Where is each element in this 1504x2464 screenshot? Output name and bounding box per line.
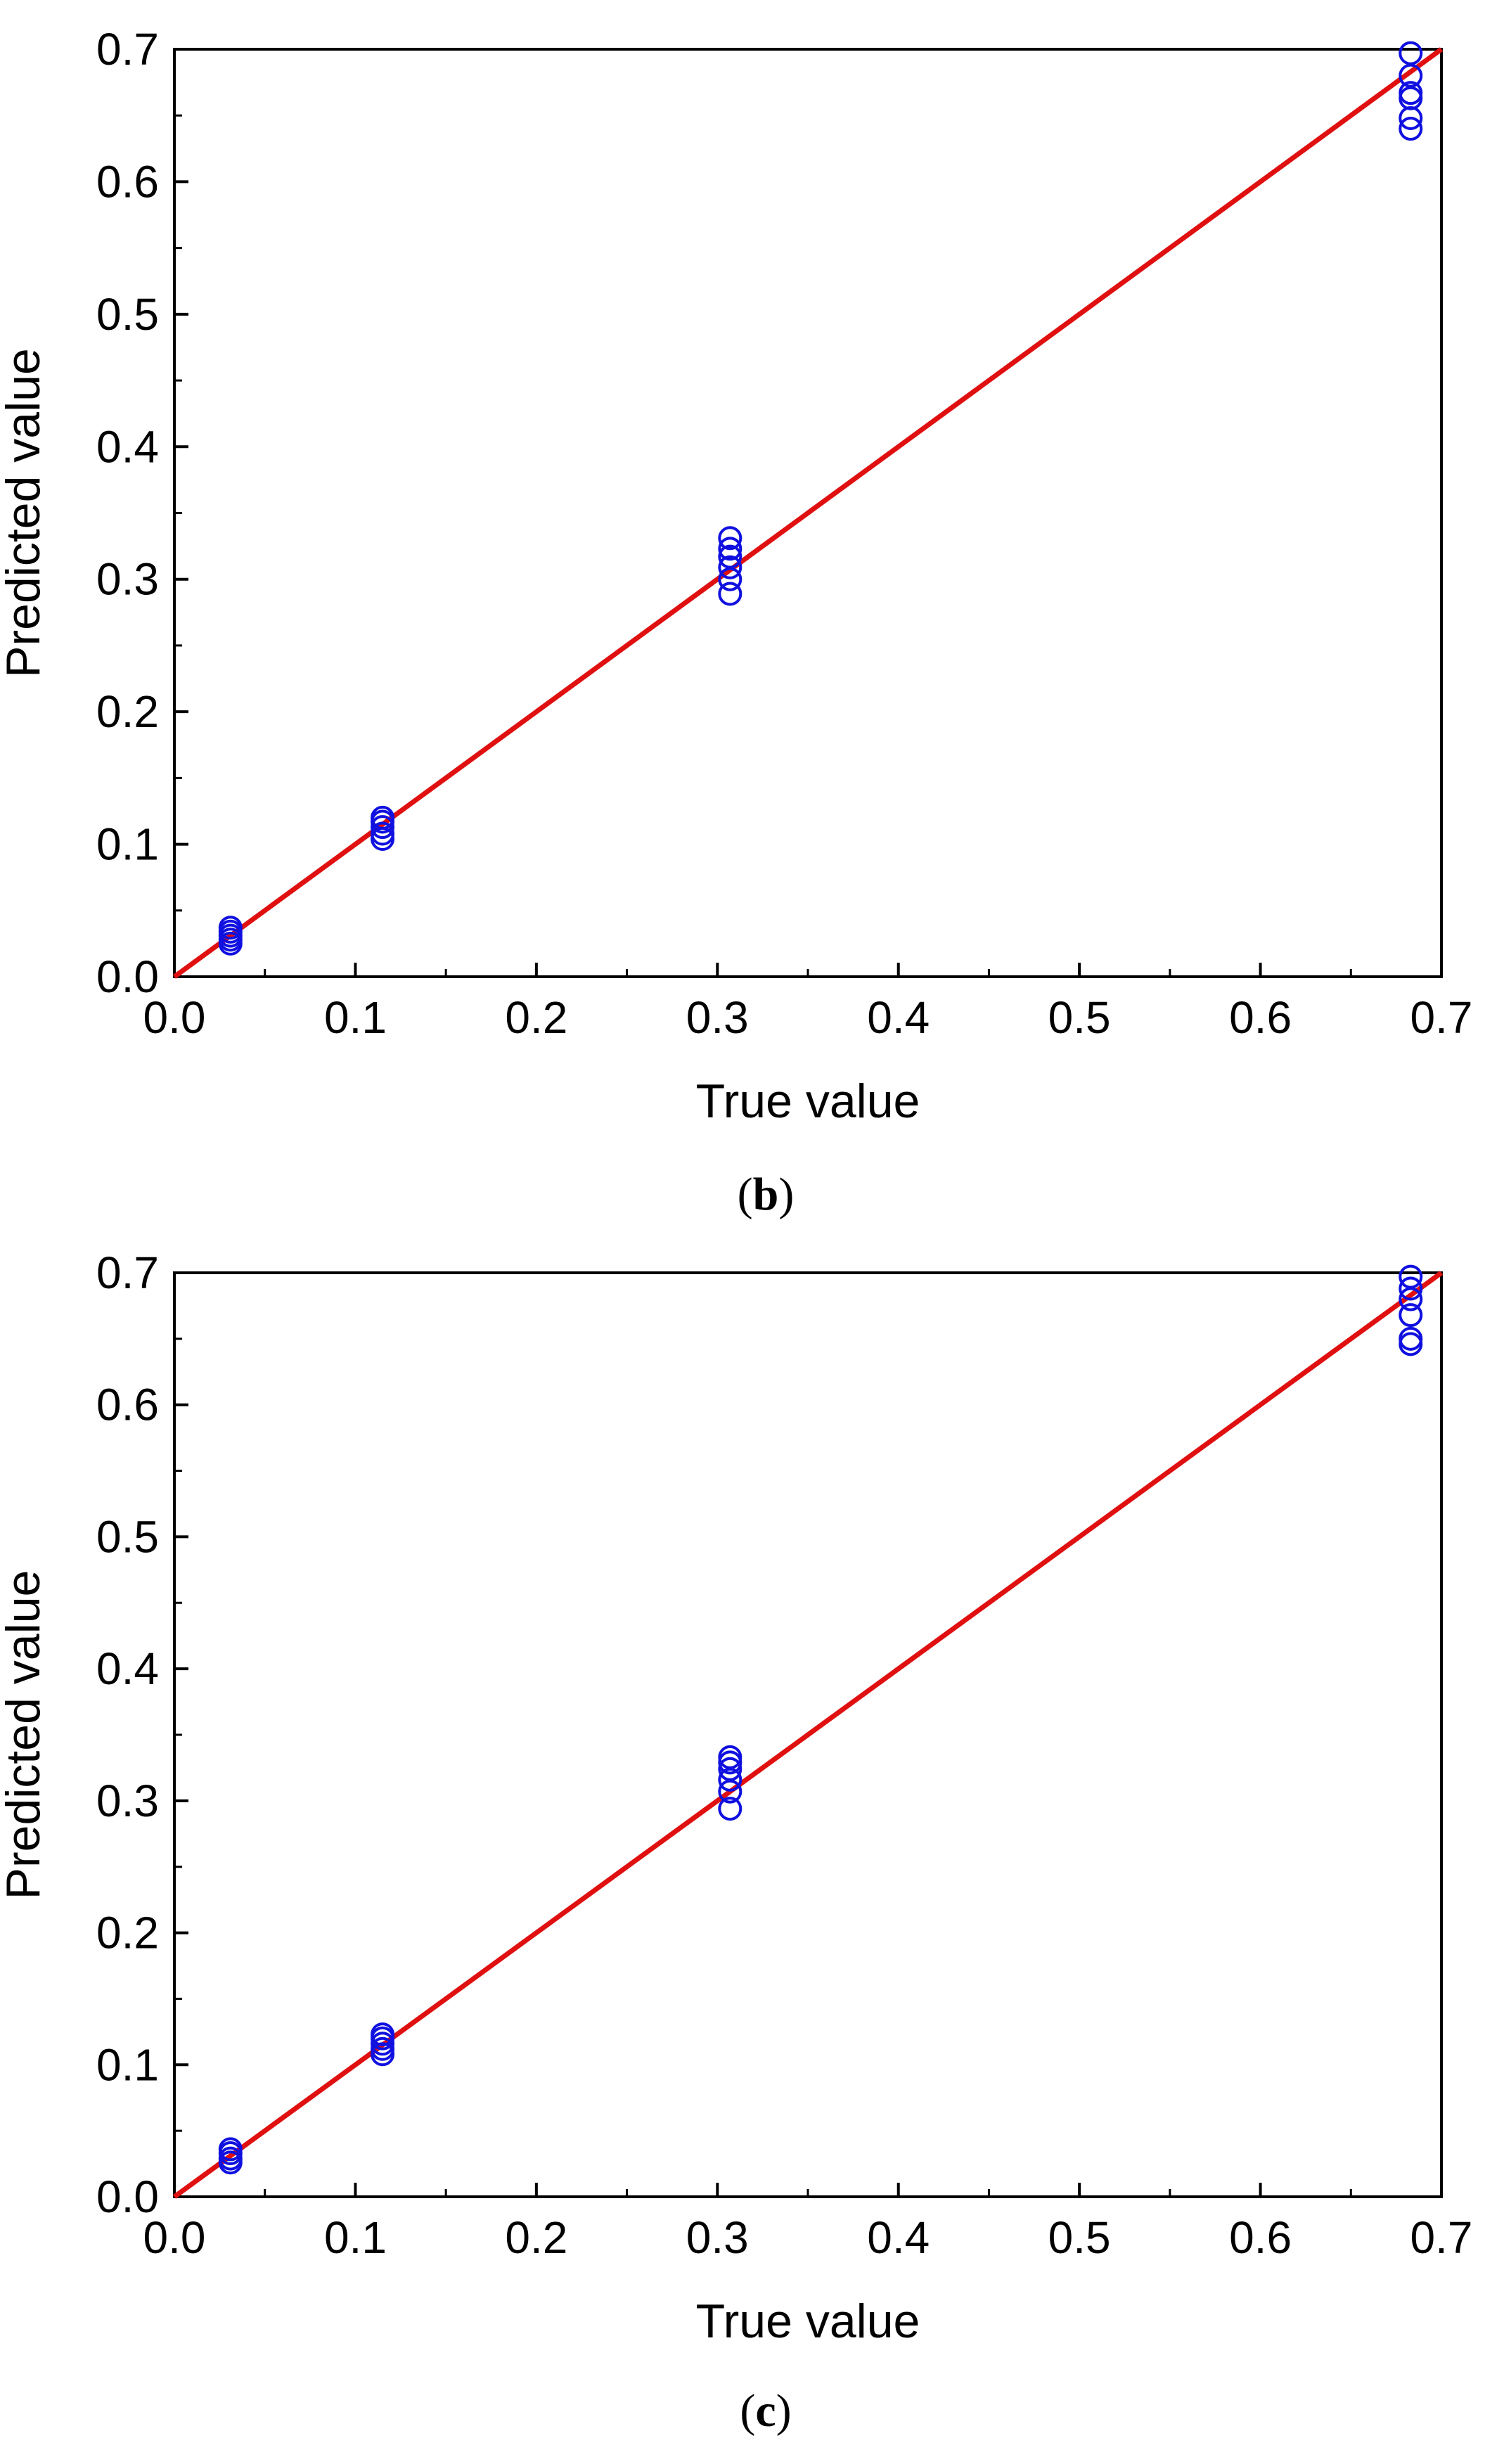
caption-close-paren: ) <box>778 1169 794 1220</box>
data-point <box>1399 1332 1423 1356</box>
y-tick-label: 0.5 <box>96 289 159 340</box>
reference-line <box>172 1271 1444 2199</box>
data-point <box>718 582 743 606</box>
data-point <box>371 821 395 846</box>
data-point <box>718 1745 743 1769</box>
x-axis-label: True value <box>696 1074 920 1128</box>
data-point <box>1399 1326 1423 1351</box>
y-tick-label: 0.7 <box>96 1247 159 1298</box>
chart-panel-b: 0.0 0.1 0.2 0.3 0.4 0.5 0.6 0.7 0.0 0.1 0.2 0.3 0.4 0… <box>0 24 1473 1220</box>
figure-caption: (b) <box>738 1169 795 1220</box>
x-tick-label: 0.4 <box>867 2212 930 2263</box>
data-point <box>1399 1276 1423 1301</box>
y-tick-label: 0.1 <box>96 2039 159 2090</box>
y-tick-label: 0.6 <box>96 1380 159 1430</box>
y-tick-label: 0.5 <box>96 1511 159 1562</box>
caption-letter: c <box>755 2385 776 2437</box>
reference-line <box>172 47 1444 979</box>
x-tick-label: 0.3 <box>686 2212 749 2263</box>
data-point <box>218 916 243 940</box>
y-tick-label: 0.3 <box>96 554 159 605</box>
x-tick-label: 0.6 <box>1229 2212 1292 2263</box>
caption-letter: b <box>753 1169 779 1220</box>
x-tick-label: 0.1 <box>324 2212 387 2263</box>
data-point <box>718 1797 743 1821</box>
data-point <box>1399 86 1423 110</box>
data-point <box>1399 81 1423 105</box>
data-point <box>1399 117 1423 141</box>
y-tick-label: 0.0 <box>96 951 159 1002</box>
chart-panel-c: 0.0 0.1 0.2 0.3 0.4 0.5 0.6 0.7 0.0 0.1 0.2 0.3 0.4 0… <box>0 1238 1504 2464</box>
x-tick-label: 0.2 <box>505 2212 567 2263</box>
y-tick-label: 0.2 <box>96 686 159 737</box>
x-tick-label: 0.0 <box>143 2212 206 2263</box>
x-axis-label: True value <box>696 2295 920 2348</box>
x-tick-label: 0.6 <box>1229 992 1292 1043</box>
y-tick-label: 0.4 <box>96 1643 159 1694</box>
x-tick-label: 0.5 <box>1048 992 1111 1043</box>
data-point <box>1399 41 1423 65</box>
y-axis-label: Predicted value <box>0 1570 50 1900</box>
x-tick-label: 0.3 <box>686 992 749 1043</box>
data-point <box>371 805 395 830</box>
scatter-chart-c: 0.0 0.1 0.2 0.3 0.4 0.5 0.6 0.7 0.0 0.1 0.2 0.3 0.4 0… <box>0 1247 1473 2437</box>
data-point <box>218 2137 243 2162</box>
figure-caption: (c) <box>740 2385 791 2437</box>
data-point <box>1399 1303 1423 1328</box>
x-tick-label: 0.7 <box>1410 992 1473 1043</box>
y-tick-label: 0.0 <box>96 2171 159 2222</box>
y-axis-label: Predicted value <box>0 348 50 678</box>
y-tick-label: 0.2 <box>96 1908 159 1958</box>
y-tick-label: 0.6 <box>96 156 159 207</box>
x-tick-label: 0.0 <box>143 992 206 1043</box>
caption-open-paren: ( <box>740 2385 755 2437</box>
x-tick-label: 0.4 <box>867 992 930 1043</box>
y-tick-label: 0.7 <box>96 24 159 75</box>
caption-open-paren: ( <box>738 1169 753 1220</box>
caption-close-paren: ) <box>776 2385 792 2437</box>
x-tick-label: 0.7 <box>1410 2212 1473 2263</box>
y-tick-label: 0.3 <box>96 1776 159 1826</box>
data-point <box>718 1757 743 1781</box>
data-point <box>371 2022 395 2047</box>
data-point <box>1399 63 1423 88</box>
y-tick-label: 0.1 <box>96 819 159 870</box>
data-point <box>718 555 743 579</box>
y-tick-label: 0.4 <box>96 421 159 472</box>
scatter-chart-b: 0.0 0.1 0.2 0.3 0.4 0.5 0.6 0.7 0.0 0.1 0.2 0.3 0.4 0… <box>0 24 1473 1220</box>
data-point <box>718 544 743 569</box>
data-point <box>718 526 743 551</box>
data-point <box>1399 1264 1423 1289</box>
x-tick-label: 0.5 <box>1048 2212 1111 2263</box>
x-tick-label: 0.2 <box>505 992 567 1043</box>
data-point <box>718 537 743 561</box>
data-point <box>718 567 743 591</box>
x-tick-label: 0.1 <box>324 992 387 1043</box>
